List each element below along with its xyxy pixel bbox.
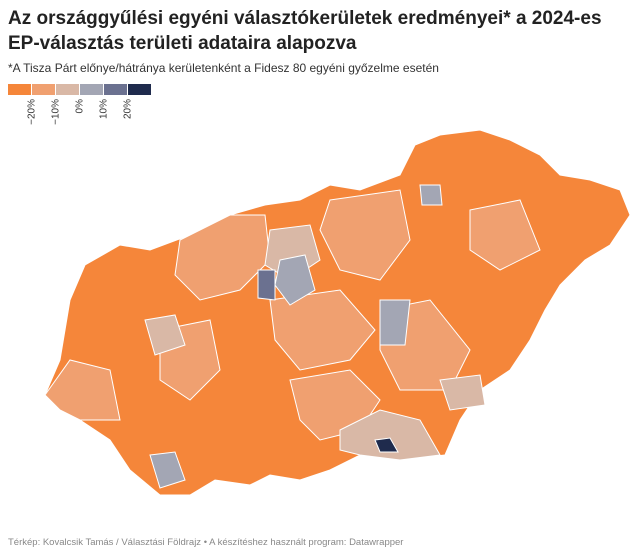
subtitle: *A Tisza Párt előnye/hátránya kerületenk… xyxy=(8,61,439,75)
district xyxy=(439,374,486,411)
district xyxy=(174,214,271,301)
district xyxy=(319,189,411,281)
legend-swatch xyxy=(32,84,55,95)
district xyxy=(269,289,376,371)
district xyxy=(469,199,541,271)
title: Az országgyűlési egyéni választókerülete… xyxy=(8,8,602,54)
legend-swatch xyxy=(104,84,127,95)
legend-label: −20% xyxy=(27,99,38,125)
legend-label: −10% xyxy=(51,99,62,125)
district xyxy=(144,314,186,356)
legend-swatch xyxy=(128,84,151,95)
legend-label: 10% xyxy=(99,99,110,119)
district xyxy=(374,437,399,453)
districts xyxy=(44,129,631,496)
district xyxy=(149,451,186,489)
district xyxy=(339,409,441,461)
district xyxy=(274,254,316,306)
district xyxy=(257,269,276,301)
legend-label: 0% xyxy=(75,99,86,114)
district xyxy=(44,359,121,421)
footer: Térkép: Kovalcsik Tamás / Választási Föl… xyxy=(8,537,404,548)
legend-swatch xyxy=(56,84,79,95)
legend-swatch xyxy=(8,84,31,95)
legend-label: 20% xyxy=(123,99,134,119)
legend-swatch xyxy=(80,84,103,95)
district xyxy=(379,299,411,346)
district xyxy=(419,184,443,206)
